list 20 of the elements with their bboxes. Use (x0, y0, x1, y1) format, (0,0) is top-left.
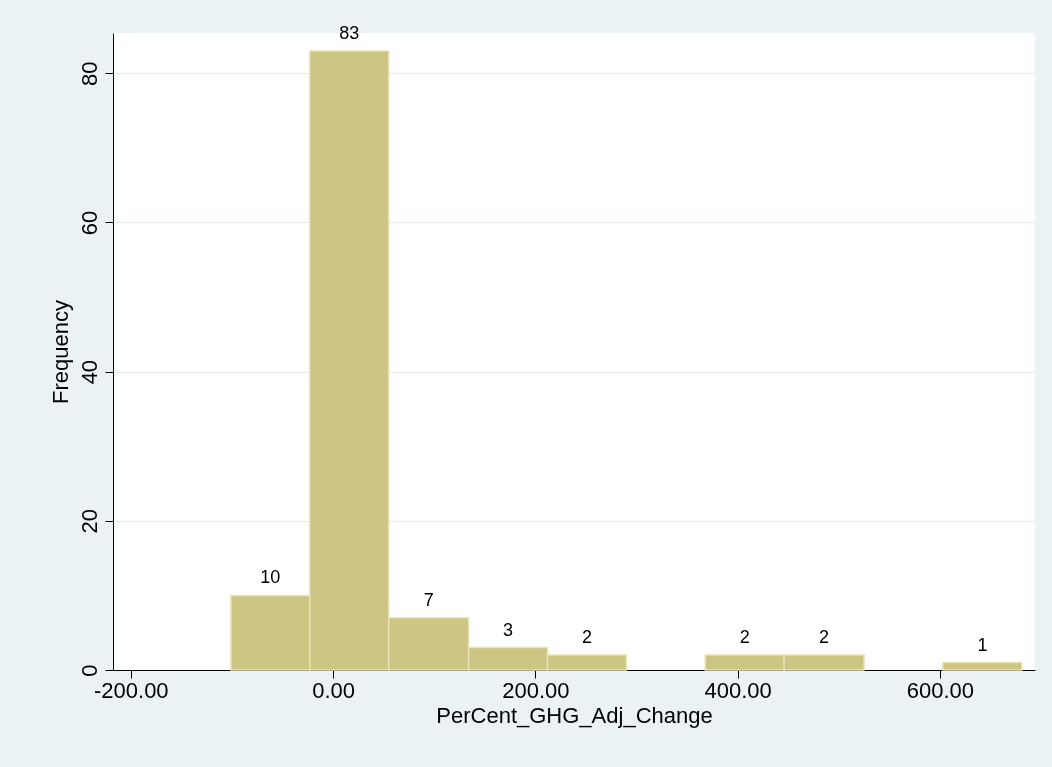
y-tick-label: 20 (76, 509, 102, 534)
data-label: 10 (260, 567, 281, 588)
y-tick-label: 80 (76, 61, 102, 87)
data-label: 2 (739, 627, 750, 648)
data-label: 1 (977, 634, 988, 655)
y-axis-title: Frequency (47, 300, 73, 404)
x-tick-label: 200.00 (502, 677, 570, 703)
x-tick-label: 600.00 (906, 677, 975, 703)
x-tick-label: -200.00 (93, 677, 169, 703)
data-label: 7 (423, 589, 434, 610)
x-tick-label: 0.00 (312, 677, 355, 703)
data-label: 2 (581, 627, 592, 648)
x-axis-title: PerCent_GHG_Adj_Change (436, 702, 713, 728)
x-tick-label: 400.00 (704, 677, 772, 703)
y-tick-label: 0 (76, 664, 102, 677)
y-tick-label: 60 (76, 210, 102, 236)
data-label: 83 (339, 22, 360, 43)
data-label: 3 (503, 619, 514, 640)
data-label: 2 (819, 627, 830, 648)
y-tick-label: 40 (76, 359, 102, 385)
